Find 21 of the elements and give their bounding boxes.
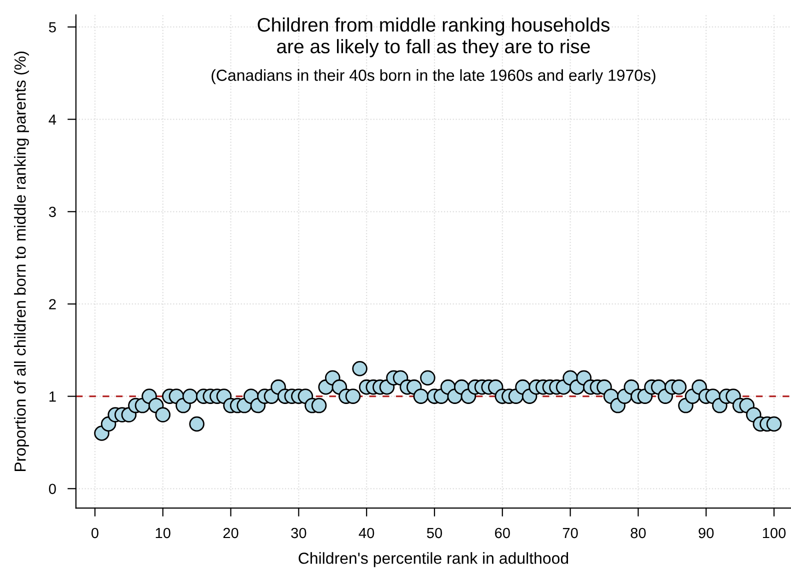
y-tick-label: 3: [48, 206, 56, 218]
text: (Canadians in their 40s born in the late 1960s and early 1970s): [212, 69, 656, 84]
y-tick-label: 2: [49, 299, 56, 310]
x-tick-label: 10: [156, 528, 170, 538]
x-tick-label: 100: [762, 528, 786, 538]
y-tick-label: 1: [49, 392, 56, 402]
x-tick-label: 40: [358, 528, 374, 538]
x-tick-label: 30: [291, 528, 306, 538]
y-tick-label: 4: [48, 114, 56, 125]
y-axis-title: Proportion of all children born to middle ranking parents (%): [14, 52, 29, 472]
x-tick-label: 90: [698, 528, 714, 538]
y-tick-label: 5: [48, 22, 56, 32]
text: Children from middle ranking households are as likely to fall as they are to rise: [258, 17, 610, 58]
x-tick-label: 20: [223, 528, 238, 538]
y-tick-label: 0: [48, 484, 56, 494]
x-tick-label: 0: [91, 528, 98, 538]
x-axis-title: Children's percentile rank in adulthood: [298, 552, 568, 568]
x-tick-label: 60: [495, 528, 510, 538]
x-tick-label: 70: [562, 528, 578, 538]
x-tick-label: 50: [426, 528, 442, 538]
x-tick-label: 80: [630, 528, 646, 538]
